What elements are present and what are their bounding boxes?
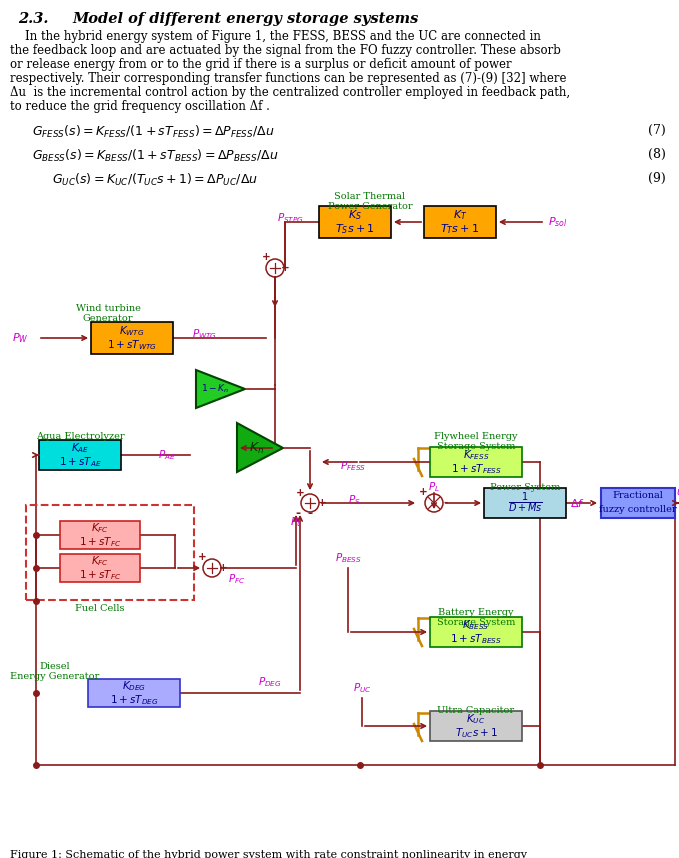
Text: $P_{FC}$: $P_{FC}$ bbox=[228, 572, 246, 586]
FancyBboxPatch shape bbox=[39, 440, 121, 470]
Text: $P_{STPG}$: $P_{STPG}$ bbox=[277, 211, 304, 225]
FancyBboxPatch shape bbox=[60, 554, 140, 582]
Text: Flywheel Energy
Storage System: Flywheel Energy Storage System bbox=[435, 432, 518, 451]
Text: Battery Energy
Storage System: Battery Energy Storage System bbox=[437, 608, 515, 627]
Text: Model of different energy storage systems: Model of different energy storage system… bbox=[72, 12, 418, 26]
Text: respectively. Their corresponding transfer functions can be represented as (7)-(: respectively. Their corresponding transf… bbox=[10, 72, 566, 85]
Text: Wind turbine
Generator: Wind turbine Generator bbox=[75, 304, 141, 323]
FancyBboxPatch shape bbox=[430, 617, 522, 647]
FancyBboxPatch shape bbox=[88, 679, 180, 707]
Text: $1-K_n$: $1-K_n$ bbox=[201, 383, 229, 396]
Text: $K_n$: $K_n$ bbox=[249, 440, 265, 456]
Text: $T_S s+1$: $T_S s+1$ bbox=[335, 222, 375, 236]
Text: $1+sT_{FC}$: $1+sT_{FC}$ bbox=[79, 568, 121, 582]
Text: +: + bbox=[219, 563, 227, 573]
Text: the feedback loop and are actuated by the signal from the FO fuzzy controller. T: the feedback loop and are actuated by th… bbox=[10, 44, 561, 57]
Text: +: + bbox=[419, 487, 427, 497]
Text: $K_{BESS}$: $K_{BESS}$ bbox=[462, 618, 490, 631]
Text: to reduce the grid frequency oscillation Δf .: to reduce the grid frequency oscillation… bbox=[10, 100, 270, 113]
Text: $1+sT_{DEG}$: $1+sT_{DEG}$ bbox=[110, 693, 158, 707]
FancyBboxPatch shape bbox=[319, 206, 391, 238]
Text: (8): (8) bbox=[648, 148, 666, 161]
Text: $T_{UC}s+1$: $T_{UC}s+1$ bbox=[454, 726, 498, 740]
Text: $K_T$: $K_T$ bbox=[453, 208, 467, 222]
Text: $P_W$: $P_W$ bbox=[12, 331, 29, 345]
Text: $1+sT_{WTG}$: $1+sT_{WTG}$ bbox=[107, 338, 157, 352]
Text: Fuel Cells: Fuel Cells bbox=[75, 604, 125, 613]
Text: $1+sT_{AE}$: $1+sT_{AE}$ bbox=[58, 455, 101, 469]
Text: $P_{WTG}$: $P_{WTG}$ bbox=[192, 327, 217, 341]
Text: Fractional: Fractional bbox=[612, 492, 663, 500]
Text: $K_{DEG}$: $K_{DEG}$ bbox=[122, 679, 146, 693]
Text: -: - bbox=[295, 506, 301, 519]
Text: +: + bbox=[280, 263, 289, 273]
Text: -: - bbox=[444, 498, 448, 508]
Text: $K_{WTG}$: $K_{WTG}$ bbox=[119, 324, 145, 338]
Text: $K_{FESS}$: $K_{FESS}$ bbox=[462, 448, 490, 462]
Text: Ultra Capacitor: Ultra Capacitor bbox=[437, 706, 515, 715]
Text: $P_t$: $P_t$ bbox=[290, 515, 302, 529]
Text: +: + bbox=[295, 488, 304, 498]
Text: $T_T s+1$: $T_T s+1$ bbox=[441, 222, 479, 236]
Text: $P_{sol}$: $P_{sol}$ bbox=[548, 215, 568, 229]
Text: (9): (9) bbox=[648, 172, 665, 185]
Text: +: + bbox=[261, 252, 270, 262]
Text: Aqua Electrolyzer: Aqua Electrolyzer bbox=[36, 432, 124, 441]
Text: $P_{DEG}$: $P_{DEG}$ bbox=[258, 675, 282, 689]
Text: Δu  is the incremental control action by the centralized controller employed in : Δu is the incremental control action by … bbox=[10, 86, 570, 99]
Text: -: - bbox=[308, 507, 312, 521]
Text: $K_S$: $K_S$ bbox=[348, 208, 362, 222]
Text: $P_S$: $P_S$ bbox=[348, 493, 361, 507]
Text: $1+sT_{FESS}$: $1+sT_{FESS}$ bbox=[451, 462, 501, 476]
Text: +: + bbox=[318, 498, 327, 508]
FancyBboxPatch shape bbox=[601, 488, 675, 518]
Text: $K_{FC}$: $K_{FC}$ bbox=[91, 554, 109, 568]
Text: $K_{UC}$: $K_{UC}$ bbox=[466, 712, 485, 726]
Text: $P_{FESS}$: $P_{FESS}$ bbox=[340, 459, 366, 473]
Text: $K_{AE}$: $K_{AE}$ bbox=[71, 441, 89, 455]
Text: $1+sT_{BESS}$: $1+sT_{BESS}$ bbox=[450, 632, 502, 646]
Text: Solar Thermal
Power Generator: Solar Thermal Power Generator bbox=[328, 192, 412, 211]
Text: (7): (7) bbox=[648, 124, 665, 137]
FancyBboxPatch shape bbox=[484, 488, 566, 518]
Text: $G_{BESS}(s) = K_{BESS}/(1 + sT_{BESS}) = \Delta P_{BESS}/\Delta u$: $G_{BESS}(s) = K_{BESS}/(1 + sT_{BESS}) … bbox=[32, 148, 278, 164]
Text: $1+sT_{FC}$: $1+sT_{FC}$ bbox=[79, 535, 121, 549]
FancyBboxPatch shape bbox=[430, 711, 522, 741]
Text: Diesel
Energy Generator: Diesel Energy Generator bbox=[10, 662, 100, 681]
Text: 2.3.: 2.3. bbox=[18, 12, 48, 26]
Text: $\frac{1}{D+Ms}$: $\frac{1}{D+Ms}$ bbox=[508, 491, 543, 515]
Polygon shape bbox=[237, 423, 283, 472]
Text: In the hybrid energy system of Figure 1, the FESS, BESS and the UC are connected: In the hybrid energy system of Figure 1,… bbox=[10, 30, 541, 43]
Text: or release energy from or to the grid if there is a surplus or deficit amount of: or release energy from or to the grid if… bbox=[10, 58, 511, 71]
Text: $P_{BESS}$: $P_{BESS}$ bbox=[335, 551, 361, 565]
Text: $u\,(t)$: $u\,(t)$ bbox=[676, 486, 679, 498]
Text: Figure 1: Schematic of the hybrid power system with rate constraint nonlinearity: Figure 1: Schematic of the hybrid power … bbox=[10, 850, 527, 858]
Text: $P_{AE}$: $P_{AE}$ bbox=[158, 448, 176, 462]
Text: $P_{UC}$: $P_{UC}$ bbox=[352, 681, 371, 695]
FancyBboxPatch shape bbox=[424, 206, 496, 238]
FancyBboxPatch shape bbox=[91, 322, 173, 354]
FancyBboxPatch shape bbox=[60, 521, 140, 549]
Polygon shape bbox=[196, 370, 245, 408]
Text: $G_{UC}(s) = K_{UC}/(T_{UC}s + 1) = \Delta P_{UC}/\Delta u$: $G_{UC}(s) = K_{UC}/(T_{UC}s + 1) = \Del… bbox=[52, 172, 258, 188]
Text: +: + bbox=[198, 552, 206, 562]
Text: $P_L$: $P_L$ bbox=[428, 480, 440, 494]
FancyBboxPatch shape bbox=[430, 447, 522, 477]
Text: $\Delta f$: $\Delta f$ bbox=[570, 497, 585, 509]
Text: Power System: Power System bbox=[490, 483, 560, 492]
Text: $K_{FC}$: $K_{FC}$ bbox=[91, 521, 109, 535]
Text: $G_{FESS}(s) = K_{FESS}/(1 + sT_{FESS}) = \Delta P_{FESS}/\Delta u$: $G_{FESS}(s) = K_{FESS}/(1 + sT_{FESS}) … bbox=[32, 124, 274, 140]
Text: fuzzy controller: fuzzy controller bbox=[599, 505, 677, 515]
